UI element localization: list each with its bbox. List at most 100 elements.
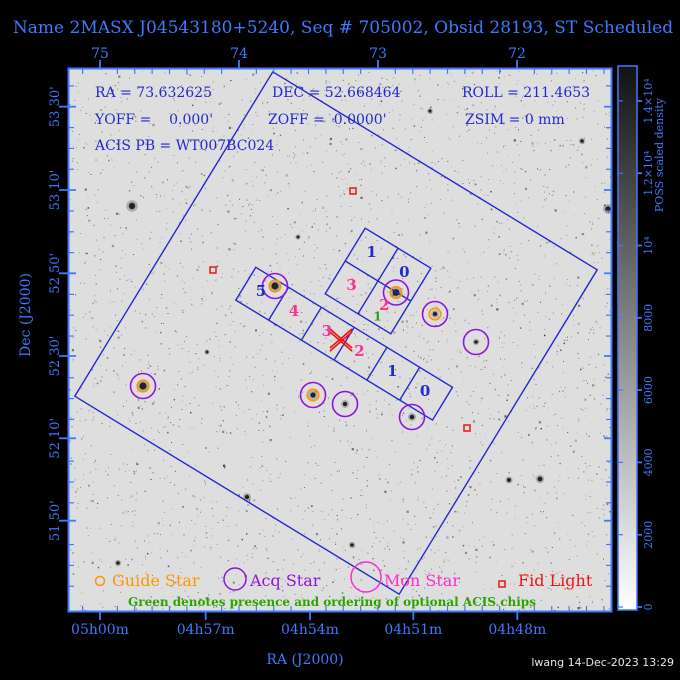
- top-tick-label: 74: [230, 46, 248, 62]
- acis-chip-label: 2: [379, 296, 389, 314]
- annotation-zsim: ZSIM = 0 mm: [465, 112, 565, 128]
- field-star: [296, 235, 300, 239]
- field-star: [310, 392, 316, 398]
- acq-star-circle: [382, 279, 410, 306]
- acis-i-array: [324, 227, 432, 335]
- bottom-tick-label: 04h57m: [177, 622, 235, 638]
- acq-star-circle: [299, 381, 327, 409]
- acis-chip-label: 2: [354, 342, 364, 360]
- field-star: [409, 414, 415, 420]
- top-tick-label: 72: [508, 46, 526, 62]
- legend-guide-star-label: Guide Star: [112, 571, 200, 590]
- field-star: [342, 401, 348, 407]
- left-tick-label: 53 30': [48, 86, 63, 127]
- acq-star-circle: [398, 403, 426, 431]
- plot-frame: [67, 67, 613, 613]
- field-star: [244, 494, 250, 500]
- acis-chip-label: 3: [346, 276, 356, 294]
- star-markers: [94, 187, 506, 593]
- field-star: [537, 476, 543, 482]
- colorbar-tick-label: 10⁴: [642, 236, 655, 255]
- datestamp: lwang 14-Dec-2023 13:29: [531, 656, 674, 669]
- bottom-tick-label: 04h51m: [384, 622, 442, 638]
- annotation-yoff: YOFF = 0.000': [94, 112, 213, 128]
- bottom-tick-label: 04h54m: [281, 622, 339, 638]
- legend-mon-star-label: Mon Star: [384, 571, 460, 590]
- axis-ticks: 75 74 73 72 05h00m 04h57m 04h54m 04h51m 04h48m 53…: [48, 46, 612, 638]
- acq-star-circle: [462, 328, 490, 356]
- left-tick-label: 51 50': [48, 500, 63, 541]
- guide-star-circle: [136, 379, 150, 393]
- left-tick-label: 52 50': [48, 253, 63, 294]
- left-tick-label: 53 10': [48, 170, 63, 211]
- colorbar-tick-label: 1.2×10⁴: [642, 150, 655, 196]
- legend: Guide Star Acq Star Mon Star Fid Light G…: [112, 571, 593, 609]
- acis-chip-label: 1: [366, 243, 376, 261]
- legend-acq-star-label: Acq Star: [249, 571, 321, 590]
- colorbar-tick-label: 6000: [642, 376, 655, 404]
- acq-star-circle: [129, 372, 157, 400]
- colorbar-tick-label: 0: [642, 604, 655, 611]
- field-star: [350, 543, 354, 547]
- colorbar-tick-label: 2000: [642, 521, 655, 549]
- field-star: [428, 109, 432, 113]
- bottom-tick-label: 04h48m: [488, 622, 546, 638]
- acis-s-divider: [366, 346, 388, 381]
- legend-fid-light-label: Fid Light: [518, 571, 593, 590]
- top-tick-label: 73: [369, 46, 387, 62]
- fid-light-marker: [209, 266, 217, 274]
- annotation-zoff: ZOFF = 0.0000': [268, 112, 387, 128]
- annotation-acis-pb: ACIS PB = WT007BC024: [94, 138, 274, 154]
- annotation-ra: RA = 73.632625: [95, 85, 212, 101]
- acis-chip-label: 0: [399, 263, 409, 281]
- guide-star-circle: [389, 285, 403, 300]
- guide-star-circle: [268, 279, 282, 293]
- legend-fid-light-icon: [498, 580, 506, 588]
- top-tick-label: 75: [91, 46, 109, 62]
- annotation-dec: DEC = 52.668464: [272, 85, 401, 101]
- legend-note: Green denotes presence and ordering of o…: [128, 595, 536, 609]
- field-star: [205, 350, 209, 354]
- field-star: [128, 202, 136, 210]
- y-axis-title: Dec (J2000): [18, 273, 34, 357]
- acis-chip-label: 3: [322, 322, 332, 340]
- aimpoint-cross: [329, 328, 353, 349]
- bottom-tick-label: 05h00m: [71, 622, 129, 638]
- colorbar-ticks: 0 2000 4000 6000 8000 10⁴ 1.2×10⁴ 1.4×10⁴: [618, 78, 655, 611]
- fov-square: [73, 70, 599, 596]
- acis-chip-label: 0: [420, 382, 430, 400]
- field-star: [271, 282, 279, 290]
- field-star: [432, 311, 438, 317]
- acis-chip-label: 4: [289, 302, 299, 320]
- field-star: [474, 340, 478, 344]
- acq-star-circle: [421, 300, 449, 328]
- acis-s-divider: [300, 306, 322, 341]
- acq-star-circle: [331, 390, 359, 418]
- x-axis-title: RA (J2000): [266, 652, 343, 668]
- colorbar-title: POSS scaled density: [653, 97, 666, 212]
- page-title: Name 2MASX J04543180+5240, Seq # 705002,…: [13, 18, 673, 38]
- acq-star-circle: [261, 272, 289, 300]
- acis-s-divider: [399, 366, 421, 401]
- acis-chip-label: 1: [387, 362, 397, 380]
- legend-mon-star-icon: [350, 561, 382, 593]
- guide-star-circle: [428, 307, 442, 321]
- colorbar-tick-label: 8000: [642, 304, 655, 332]
- annotation-roll: ROLL = 211.4653: [462, 85, 590, 101]
- fid-light-marker: [349, 187, 357, 195]
- field-star: [580, 139, 584, 143]
- field-star: [139, 382, 147, 390]
- acis-i-divider: [357, 247, 399, 315]
- field-star: [507, 478, 511, 482]
- left-tick-label: 52 30': [48, 336, 63, 377]
- colorbar: [617, 65, 638, 611]
- colorbar-tick-label: 4000: [642, 448, 655, 476]
- legend-guide-star-icon: [94, 575, 106, 587]
- guide-star-circle: [306, 388, 320, 402]
- acis-chip-label: 1: [373, 310, 381, 324]
- left-tick-label: 52 10': [48, 418, 63, 459]
- field-star: [116, 561, 120, 565]
